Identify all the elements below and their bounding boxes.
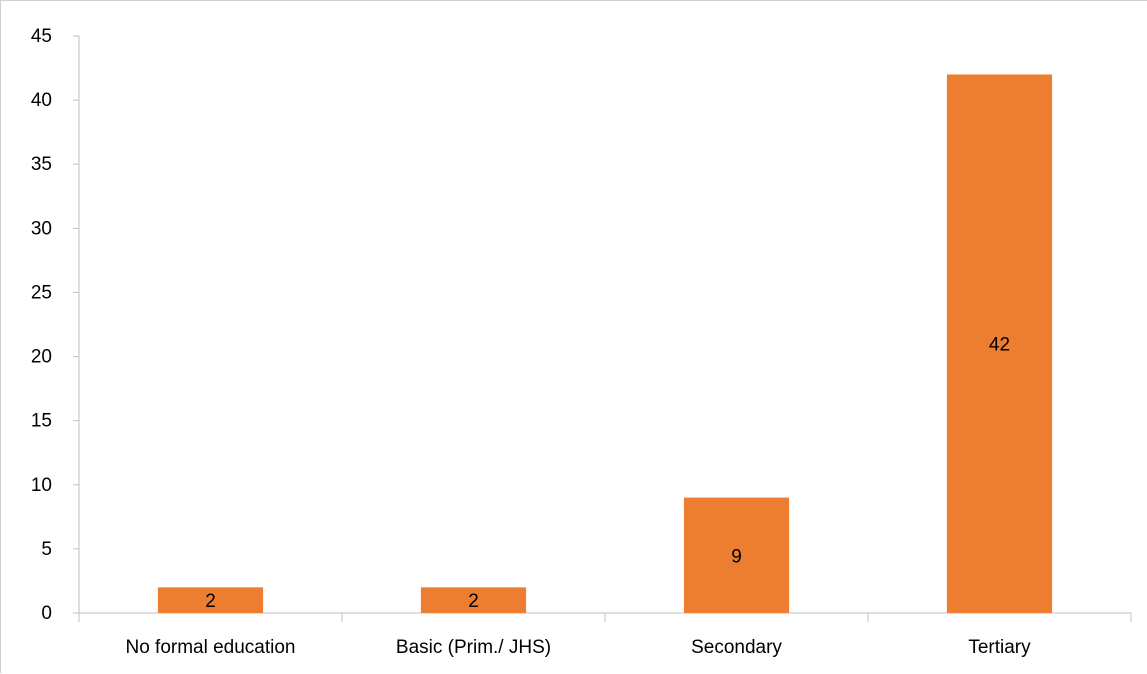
- y-tick-label: 5: [41, 539, 52, 560]
- data-label: 2: [205, 591, 216, 612]
- data-label: 2: [468, 591, 479, 612]
- y-tick-label: 30: [31, 218, 52, 239]
- bar: [157, 587, 264, 613]
- y-tick-label: 20: [31, 347, 52, 368]
- y-tick-label: 45: [31, 26, 52, 47]
- x-axis: No formal education Basic (Prim./ JHS) Sec…: [78, 612, 1132, 658]
- bar: [420, 587, 527, 613]
- y-tick-label: 40: [31, 90, 52, 111]
- bar: [946, 74, 1053, 613]
- y-tick-label: 15: [31, 411, 52, 432]
- data-label: 9: [731, 546, 742, 567]
- bars: [157, 74, 1053, 613]
- data-label: 42: [989, 335, 1010, 356]
- y-tick-label: 10: [31, 475, 52, 496]
- y-tick-label: 35: [31, 154, 52, 175]
- x-tick-label: Tertiary: [968, 637, 1031, 658]
- y-tick-label: 0: [41, 603, 52, 624]
- x-tick-label: No formal education: [125, 637, 295, 658]
- data-labels: 2 2 9 42: [205, 335, 1010, 612]
- bar: [683, 497, 790, 613]
- x-tick-label: Basic (Prim./ JHS): [396, 637, 551, 658]
- y-tick-label: 25: [31, 282, 52, 303]
- x-tick-label: Secondary: [691, 637, 782, 658]
- y-axis: 0 5 10 15 20 25 30 35 40 45: [31, 26, 80, 624]
